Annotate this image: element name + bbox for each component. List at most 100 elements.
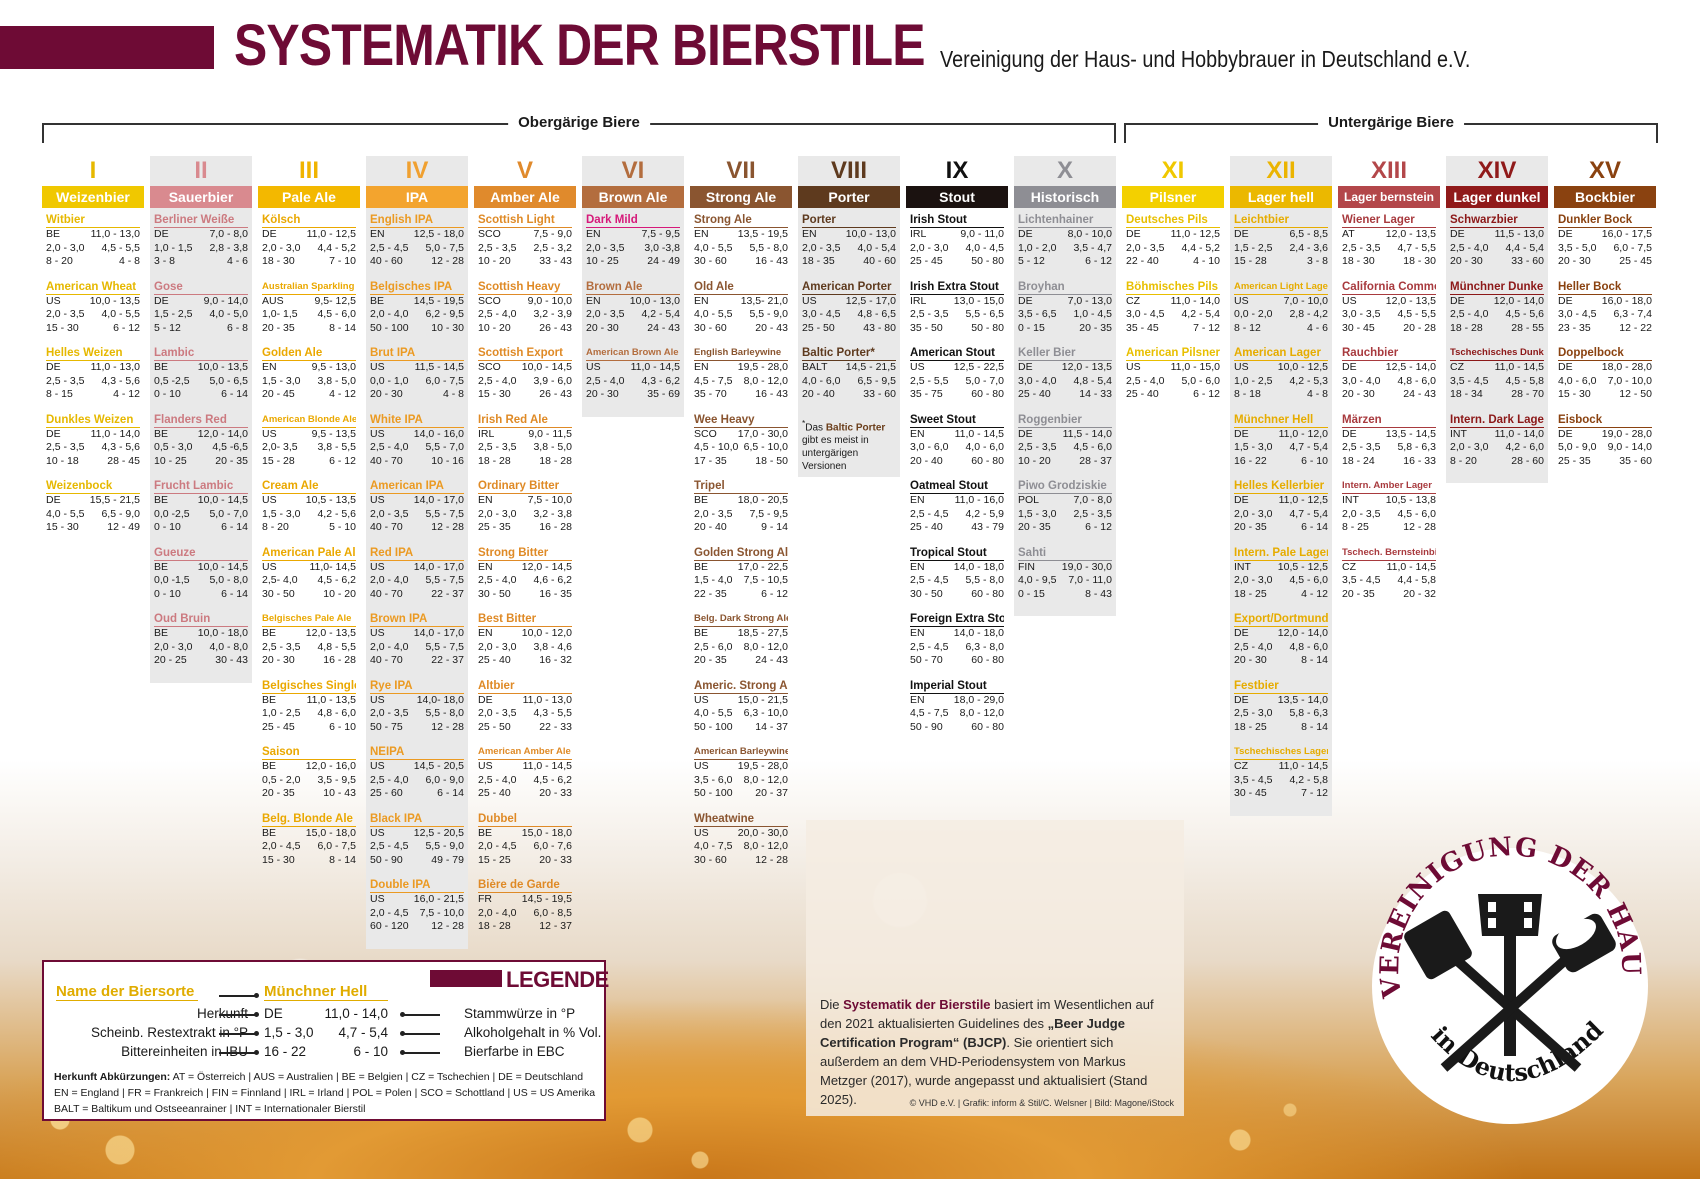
beer-stat-row: 4,0 - 7,5 8,0 - 12,0 [694, 840, 788, 854]
column-number: XI [1161, 157, 1185, 184]
stat-right: 4,5 - 5,6 [1505, 308, 1544, 320]
stat-right: 14,0 - 17,0 [413, 627, 464, 639]
beer-style-name: Baltic Porter* [802, 346, 896, 361]
stat-left: 2,5 - 4,5 [370, 241, 409, 254]
beer-style-card: Altbier DE 11,0 - 13,0 2,0 - 3,5 4,3 - 5,5 25… [478, 679, 572, 735]
beer-stat-row: DE 11,0 - 12,5 [1126, 228, 1220, 242]
stat-left: DE [1234, 427, 1249, 440]
column-body: Schwarzbier DE 11,5 - 13,0 2,5 - 4,0 4,4 - 5… [1446, 208, 1548, 483]
beer-stat-row: 25 - 40 43 - 79 [910, 521, 1004, 535]
stat-right: 3,8 - 5,0 [317, 374, 356, 387]
stat-left: US [910, 361, 925, 373]
beer-style-card: Wiener Lager AT 12,0 - 13,5 2,5 - 3,5 4,7 - … [1342, 213, 1436, 269]
beer-stat-row: US 14,0- 18,0 [370, 694, 464, 708]
beer-stat-row: BE 12,0 - 13,5 [262, 627, 356, 641]
beer-stat-row: 2,5 - 3,5 4,3 - 5,6 [46, 441, 140, 455]
stat-left: US [1342, 294, 1357, 307]
stat-right: 11,0 - 14,0 [1494, 427, 1544, 440]
beer-stat-row: CZ 11,0 - 14,0 [1126, 295, 1220, 309]
stat-right: 5,5 - 8,0 [425, 707, 464, 719]
stat-right: 7 - 12 [1193, 321, 1220, 334]
beer-stat-row: 1,5 - 2,5 2,4 - 3,6 [1234, 242, 1328, 256]
beer-stat-row: 25 - 50 43 - 80 [802, 322, 896, 336]
stat-left: 2,5 - 3,5 [478, 241, 517, 254]
legend-example-abv: 4,7 - 5,4 [338, 1025, 388, 1040]
beer-stat-row: US 12,5 - 17,0 [802, 295, 896, 309]
stat-right: 9,5 - 13,0 [311, 361, 356, 373]
beer-stat-row: EN 10,0 - 13,0 [586, 295, 680, 309]
column-body: Irish Stout IRL 9,0 - 11,0 2,0 - 3,0 4,0 - 4… [906, 208, 1008, 749]
stat-left: 4,5 - 7,5 [910, 707, 949, 719]
stat-left: 50 - 100 [694, 787, 733, 799]
stat-left: 18 - 35 [802, 255, 835, 267]
beer-stat-row: 2,0 - 4,0 6,2 - 9,5 [370, 308, 464, 322]
stat-right: 18,0 - 20,5 [737, 494, 788, 506]
beer-style-name: Tropical Stout [910, 546, 1004, 561]
beer-style-card: Flanders Red BE 12,0 - 14,0 0,5 - 3,0 4,5 -6… [154, 413, 248, 469]
beer-style-name: Belgisches Single [262, 679, 356, 694]
stat-left: US [1234, 361, 1249, 373]
beer-style-card: Brown IPA US 14,0 - 17,0 2,0 - 4,0 5,5 - 7,5… [370, 612, 464, 668]
beer-stat-row: 10 - 25 20 - 35 [154, 455, 248, 469]
stat-left: 18 - 28 [478, 454, 511, 467]
beer-style-name: Golden Strong Ale [694, 546, 788, 561]
abbreviations-text: AT = Österreich | AUS = Australien | BE … [54, 1071, 596, 1115]
stat-right: 10,0 - 14,5 [521, 361, 572, 373]
stat-right: 5,5 - 7,5 [425, 507, 464, 520]
beer-stat-row: 2,5 - 4,0 4,8 - 6,0 [1234, 641, 1328, 655]
beer-stat-row: 3,0 - 4,0 4,8 - 5,4 [1018, 375, 1112, 389]
stat-right: 11,0 - 15,0 [1170, 361, 1220, 373]
stat-left: US [694, 760, 709, 772]
beer-style-name: Dunkler Bock [1558, 213, 1652, 228]
stat-right: 10 - 30 [431, 321, 464, 334]
beer-style-card: Intern. Amber Lager INT 10,5 - 13,8 2,0 - 3… [1342, 479, 1436, 535]
stat-left: 25 - 50 [802, 321, 835, 334]
beer-style-name: Tripel [694, 479, 788, 494]
stat-left: US [262, 427, 277, 440]
beer-stat-row: 2,5 - 4,5 6,3 - 8,0 [910, 641, 1004, 655]
legend-example-ebc: 6 - 10 [353, 1044, 388, 1059]
stat-right: 16,0 - 18,0 [1601, 294, 1652, 307]
beer-stat-row: BE 18,0 - 20,5 [694, 494, 788, 508]
beer-stat-row: 22 - 40 4 - 10 [1126, 255, 1220, 269]
stat-left: 2,0 - 3,0 [910, 241, 949, 254]
beer-style-name: Oud Bruin [154, 612, 248, 627]
beer-style-name: American IPA [370, 479, 464, 494]
beer-stat-row: 1,5 - 3,0 4,7 - 5,4 [1234, 441, 1328, 455]
stat-left: EN [910, 560, 925, 573]
beer-style-name: American Amber Ale [478, 745, 572, 760]
stat-right: 10 - 43 [323, 787, 356, 799]
stat-right: 4,8 - 6,0 [1397, 374, 1436, 387]
beer-stat-row: 50 - 90 49 - 79 [370, 854, 464, 868]
stat-right: 7,0 - 8,0 [1073, 494, 1112, 506]
stat-left: 20 - 45 [262, 388, 295, 400]
beer-stat-row: 0,5 - 3,0 4,5 -6,5 [154, 441, 248, 455]
beer-stat-row: 20 - 30 8 - 14 [1234, 654, 1328, 668]
stat-left: EN [370, 228, 385, 240]
beer-stat-row: 2,5 - 4,5 5,0 - 7,5 [370, 242, 464, 256]
legend-example-name: Münchner Hell [264, 983, 388, 1001]
stat-left: 18 - 34 [1450, 388, 1483, 400]
beer-style-card: Heller Bock DE 16,0 - 18,0 3,0 - 4,5 6,3 - 7… [1558, 280, 1652, 336]
beer-stat-row: DE 11,0 - 13,0 [478, 694, 572, 708]
beer-stat-row: 1,0 - 2,5 4,8 - 6,0 [262, 707, 356, 721]
beer-style-name: Belgisches Pale Ale [262, 612, 356, 627]
beer-style-card: Keller Bier DE 12,0 - 13,5 3,0 - 4,0 4,8 - 5… [1018, 346, 1112, 402]
beer-stat-row: 20 - 35 6 - 14 [1234, 521, 1328, 535]
beer-stat-row: IRL 9,0 - 11,0 [910, 228, 1004, 242]
column-weizenbier: I Weizenbier Witbier BE 11,0 - 13,0 2,0 - 3,0… [42, 156, 144, 550]
stat-right: 7,5 - 10,5 [743, 574, 788, 586]
stat-left: 2,0 - 3,0 [1234, 507, 1273, 520]
stat-left: 3,0 - 4,0 [1342, 374, 1381, 387]
stat-right: 11,0 - 13,0 [522, 693, 572, 706]
stat-right: 11,0 - 14,5 [522, 760, 572, 772]
stat-right: 12 - 50 [1619, 388, 1652, 400]
stat-left: 15 - 25 [478, 853, 511, 866]
stat-left: 25 - 45 [910, 255, 943, 267]
arrow-right-icon [219, 1031, 259, 1036]
beer-stat-row: 30 - 50 10 - 20 [262, 588, 356, 602]
beer-stat-row: 17 - 35 18 - 50 [694, 455, 788, 469]
column-header: Strong Ale [690, 186, 792, 208]
beer-style-name: Belg. Dark Strong Ale [694, 612, 788, 627]
stat-right: 1,0 - 4,5 [1073, 308, 1112, 320]
